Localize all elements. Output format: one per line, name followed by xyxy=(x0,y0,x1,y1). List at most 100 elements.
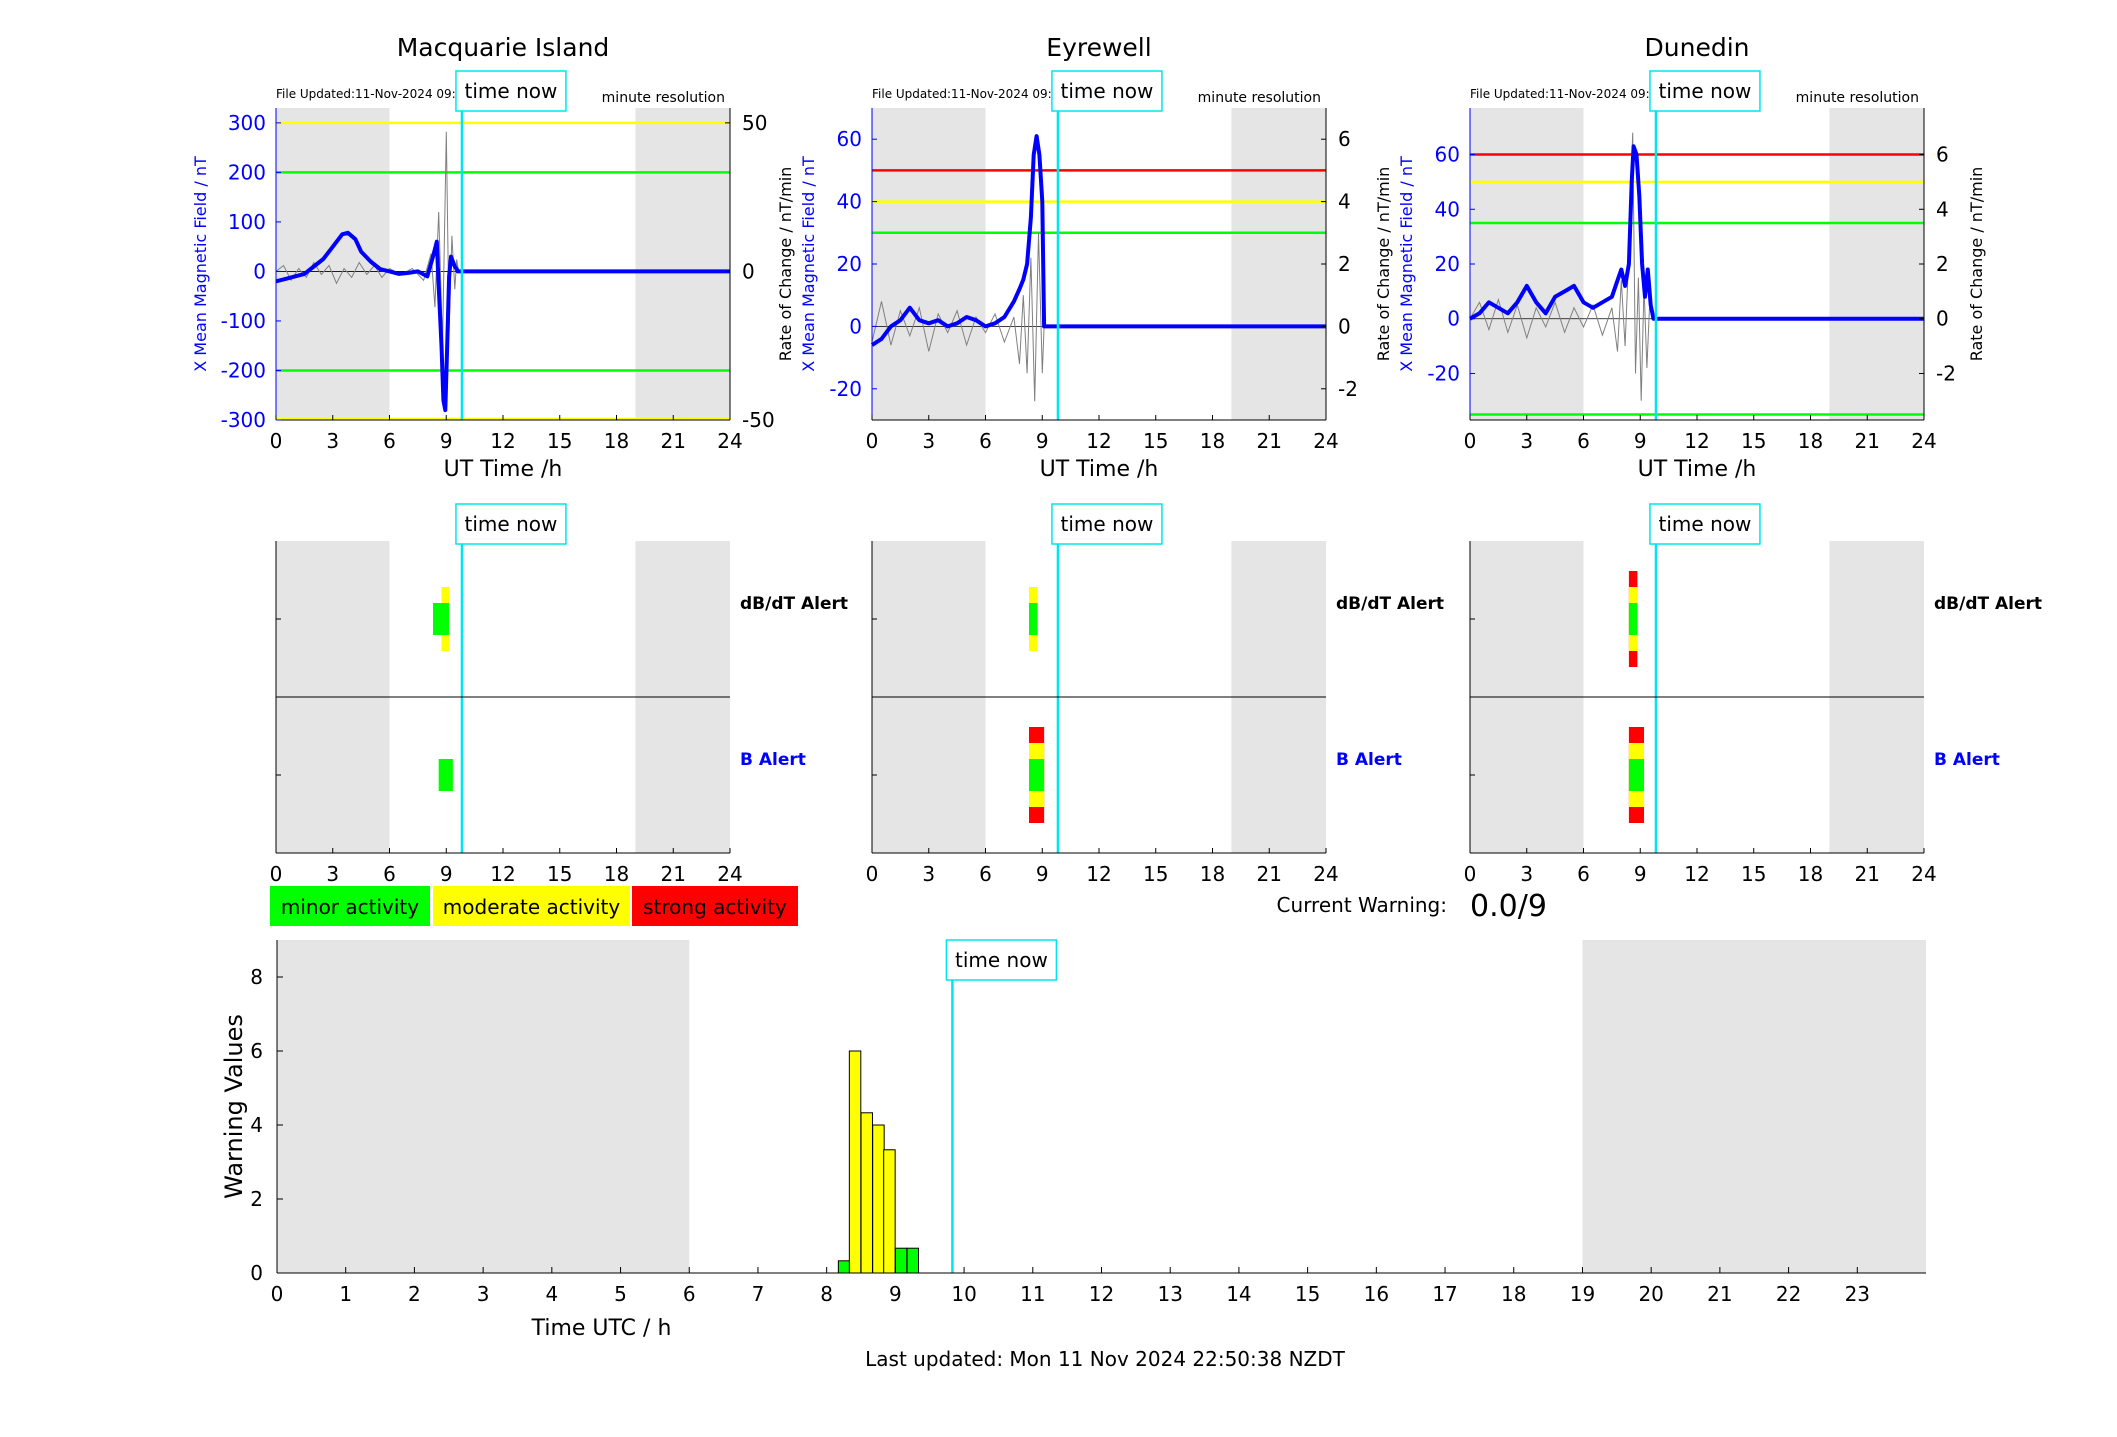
b-alert-label: B Alert xyxy=(1336,750,1402,770)
x-tick-label: 4 xyxy=(545,1282,558,1306)
y2-tick-label: 2 xyxy=(1936,252,1949,276)
x-tick-label: 12 xyxy=(1086,429,1111,453)
night-shade xyxy=(277,940,690,1273)
y2-tick-label: -50 xyxy=(742,408,775,432)
y-tick-label: 200 xyxy=(228,160,266,184)
warning-bar xyxy=(906,1247,920,1274)
warning-bar xyxy=(872,1124,885,1274)
x-tick-label: 12 xyxy=(1086,862,1111,886)
x-tick-label: 6 xyxy=(683,1282,696,1306)
x-tick-label: 5 xyxy=(614,1282,627,1306)
x-tick-label: 3 xyxy=(1520,862,1533,886)
y-tick-label: 0 xyxy=(250,1261,263,1285)
x-tick-label: 6 xyxy=(383,862,396,886)
x-tick-label: 21 xyxy=(1707,1282,1732,1306)
time-now-box xyxy=(1051,70,1163,112)
x-tick-label: 15 xyxy=(547,862,572,886)
y2-tick-label: 4 xyxy=(1338,190,1351,214)
x-tick-label: 15 xyxy=(1143,862,1168,886)
time-now-label: time now xyxy=(1659,512,1752,536)
x-tick-label: 6 xyxy=(1577,429,1590,453)
dbdt-alert-minor-block xyxy=(441,603,450,635)
y2-tick-label: 0 xyxy=(1338,314,1351,338)
footer-last-updated: Last updated: Mon 11 Nov 2024 22:50:38 N… xyxy=(865,1347,1346,1371)
x-tick-label: 15 xyxy=(1143,429,1168,453)
legend-moderate-label: moderate activity xyxy=(443,895,621,919)
x-tick-label: 18 xyxy=(1501,1282,1526,1306)
x-tick-label: 8 xyxy=(820,1282,833,1306)
x-tick-label: 16 xyxy=(1364,1282,1389,1306)
time-now-label: time now xyxy=(465,512,558,536)
current-warning-value: 0.0/9 xyxy=(1470,889,1547,924)
x-tick-label: 0 xyxy=(866,429,879,453)
y2-tick-label: 50 xyxy=(742,111,767,135)
y-tick-label: 4 xyxy=(250,1113,263,1137)
x-tick-label: 12 xyxy=(490,429,515,453)
activity-legend: minor activity moderate activity strong ac… xyxy=(270,886,798,926)
x-tick-label: 21 xyxy=(661,862,686,886)
x-tick-label: 3 xyxy=(922,429,935,453)
time-now-label: time now xyxy=(955,948,1048,972)
night-shade xyxy=(872,108,986,420)
x-tick-label: 6 xyxy=(1577,862,1590,886)
warning-bar xyxy=(860,1112,873,1274)
warning-bar xyxy=(837,1260,851,1274)
x-tick-label: 22 xyxy=(1776,1282,1801,1306)
x-tick-label: 18 xyxy=(604,862,629,886)
night-shade xyxy=(635,108,730,420)
x-tick-label: 24 xyxy=(1911,862,1936,886)
x-tick-label: 3 xyxy=(1520,429,1533,453)
x-tick-label: 6 xyxy=(979,429,992,453)
resolution-text: minute resolution xyxy=(1198,90,1321,106)
x-tick-label: 6 xyxy=(979,862,992,886)
y2-tick-label: 6 xyxy=(1936,143,1949,167)
time-now-label: time now xyxy=(1061,79,1154,103)
resolution-text: minute resolution xyxy=(602,90,725,106)
y-tick-label: 300 xyxy=(228,111,266,135)
x-tick-label: 21 xyxy=(1257,862,1282,886)
chart-title: Macquarie Island xyxy=(397,33,610,62)
time-now-label: time now xyxy=(465,79,558,103)
x-tick-label: 0 xyxy=(270,862,283,886)
left-axis-label: X Mean Magnetic Field / nT xyxy=(191,156,210,372)
legend-minor-label: minor activity xyxy=(281,895,419,919)
chart-title: Eyrewell xyxy=(1046,33,1151,62)
y-tick-label: 0 xyxy=(849,314,862,338)
y-axis-label: Warning Values xyxy=(220,1014,248,1199)
time-now-box xyxy=(1051,503,1163,545)
dunedin-alert-chart: time now 0 3 6 9 12 15 18 21 24 dB/dT Alert B Alert xyxy=(1464,503,2042,886)
b-alert-minor-block xyxy=(438,759,453,791)
warning-bar xyxy=(848,1050,862,1274)
x-tick-label: 15 xyxy=(1741,429,1766,453)
y-tick-label: 40 xyxy=(837,190,862,214)
night-shade xyxy=(1829,108,1924,420)
dbdt-alert-minor-block xyxy=(1029,603,1038,635)
x-tick-label: 19 xyxy=(1570,1282,1595,1306)
time-now-box xyxy=(945,939,1058,981)
y-tick-label: 6 xyxy=(250,1039,263,1063)
x-tick-label: 13 xyxy=(1157,1282,1182,1306)
y2-tick-label: 2 xyxy=(1338,252,1351,276)
time-now-box xyxy=(455,70,567,112)
x-tick-label: 0 xyxy=(1464,429,1477,453)
x-tick-label: 21 xyxy=(1855,862,1880,886)
macquarie-alert-chart: time now 0 3 6 9 12 15 18 21 24 dB/dT Alert B Alert xyxy=(270,503,848,886)
current-warning: Current Warning: 0.0/9 xyxy=(1277,889,1547,924)
x-tick-label: 0 xyxy=(866,862,879,886)
x-tick-label: 15 xyxy=(547,429,572,453)
x-tick-label: 3 xyxy=(477,1282,490,1306)
y-tick-label: 60 xyxy=(1435,143,1460,167)
y2-tick-label: 0 xyxy=(1936,307,1949,331)
x-tick-label: 23 xyxy=(1845,1282,1870,1306)
x-tick-label: 9 xyxy=(1634,862,1647,886)
left-axis-label: X Mean Magnetic Field / nT xyxy=(799,156,818,372)
legend-strong-swatch xyxy=(632,886,798,926)
y2-tick-label: 4 xyxy=(1936,197,1949,221)
y-tick-label: 0 xyxy=(253,259,266,283)
y-tick-label: 8 xyxy=(250,965,263,989)
legend-minor-swatch xyxy=(270,886,430,926)
